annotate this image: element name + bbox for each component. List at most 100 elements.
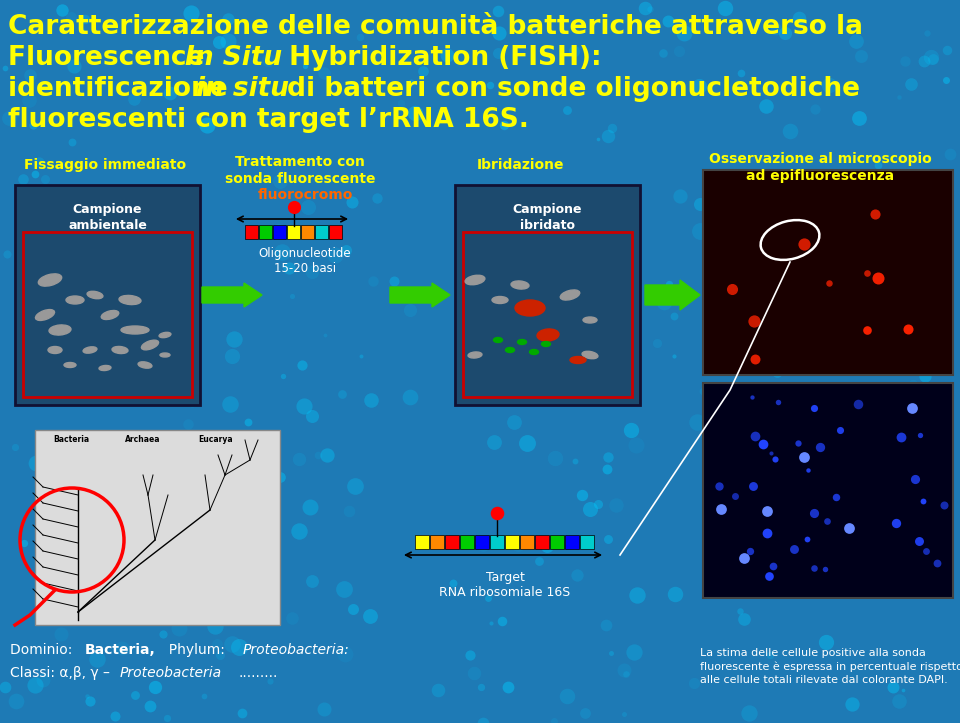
- Point: [885, 682, 900, 693]
- Point: [693, 198, 708, 210]
- Point: [352, 32, 368, 43]
- Point: [284, 290, 300, 301]
- Point: [147, 681, 162, 693]
- Point: [155, 628, 170, 640]
- Ellipse shape: [582, 351, 598, 359]
- Point: [853, 442, 869, 454]
- Point: [643, 3, 659, 14]
- Point: [159, 712, 175, 723]
- Point: [656, 48, 671, 59]
- Point: [630, 589, 645, 601]
- Ellipse shape: [141, 340, 158, 350]
- Point: [865, 308, 880, 320]
- Point: [342, 505, 357, 516]
- Point: [547, 452, 563, 463]
- Point: [54, 628, 69, 640]
- Point: [156, 542, 172, 554]
- Point: [918, 370, 933, 382]
- FancyArrow shape: [390, 283, 450, 307]
- Point: [924, 51, 939, 62]
- Point: [440, 49, 455, 61]
- Point: [844, 698, 859, 710]
- Text: Proteobacteria:: Proteobacteria:: [243, 643, 349, 657]
- Point: [756, 181, 772, 192]
- Ellipse shape: [541, 341, 550, 346]
- Ellipse shape: [537, 329, 559, 341]
- Point: [527, 286, 542, 297]
- Point: [828, 491, 843, 502]
- Point: [142, 700, 157, 711]
- Bar: [15, 185, 200, 405]
- Point: [732, 241, 748, 252]
- Point: [148, 218, 163, 230]
- Ellipse shape: [121, 326, 149, 334]
- Point: [883, 253, 899, 265]
- Point: [507, 416, 522, 427]
- Point: [492, 27, 507, 38]
- Point: [894, 471, 909, 482]
- Point: [864, 226, 879, 237]
- Bar: [535, 535, 549, 549]
- Ellipse shape: [84, 347, 97, 354]
- Ellipse shape: [36, 309, 55, 320]
- Point: [576, 252, 591, 263]
- Point: [128, 689, 143, 701]
- Point: [672, 190, 687, 202]
- Point: [109, 350, 125, 362]
- Text: di batteri con sonde oligonucletodiche: di batteri con sonde oligonucletodiche: [278, 76, 860, 102]
- Point: [525, 197, 540, 209]
- Point: [147, 519, 162, 531]
- Point: [300, 201, 316, 213]
- Point: [101, 497, 116, 509]
- Point: [346, 80, 361, 91]
- Point: [490, 508, 505, 519]
- Bar: [287, 225, 300, 239]
- Ellipse shape: [112, 346, 128, 354]
- Ellipse shape: [561, 290, 580, 300]
- Point: [807, 103, 823, 114]
- Point: [616, 664, 632, 676]
- Text: fluorocromo: fluorocromo: [257, 188, 352, 202]
- Point: [692, 225, 708, 236]
- Ellipse shape: [468, 352, 482, 358]
- Point: [291, 526, 306, 537]
- Point: [583, 503, 598, 515]
- Point: [676, 27, 691, 38]
- Point: [28, 458, 43, 469]
- Point: [797, 450, 812, 462]
- Bar: [455, 185, 640, 405]
- Point: [126, 511, 141, 523]
- Point: [771, 397, 786, 408]
- Point: [27, 168, 42, 179]
- Ellipse shape: [99, 365, 111, 371]
- Point: [9, 696, 24, 707]
- Point: [531, 555, 546, 567]
- Point: [546, 715, 562, 723]
- Text: In Situ: In Situ: [185, 45, 282, 71]
- Point: [877, 458, 893, 470]
- Point: [517, 265, 533, 277]
- Point: [466, 395, 481, 407]
- Point: [125, 372, 140, 384]
- Point: [765, 560, 780, 572]
- Point: [483, 617, 498, 629]
- Bar: [505, 535, 519, 549]
- Point: [212, 649, 228, 660]
- Point: [903, 78, 919, 90]
- Point: [493, 337, 509, 348]
- Point: [172, 623, 187, 634]
- Point: [132, 301, 147, 312]
- Point: [671, 46, 686, 57]
- Point: [538, 270, 553, 281]
- Point: [172, 232, 187, 244]
- Point: [590, 133, 606, 145]
- Text: Eucarya: Eucarya: [198, 435, 232, 444]
- Point: [806, 562, 822, 573]
- Point: [809, 393, 825, 405]
- Ellipse shape: [492, 296, 508, 304]
- Point: [25, 119, 40, 131]
- Point: [819, 636, 834, 648]
- Bar: [259, 225, 272, 239]
- Point: [847, 326, 862, 338]
- Point: [924, 358, 939, 369]
